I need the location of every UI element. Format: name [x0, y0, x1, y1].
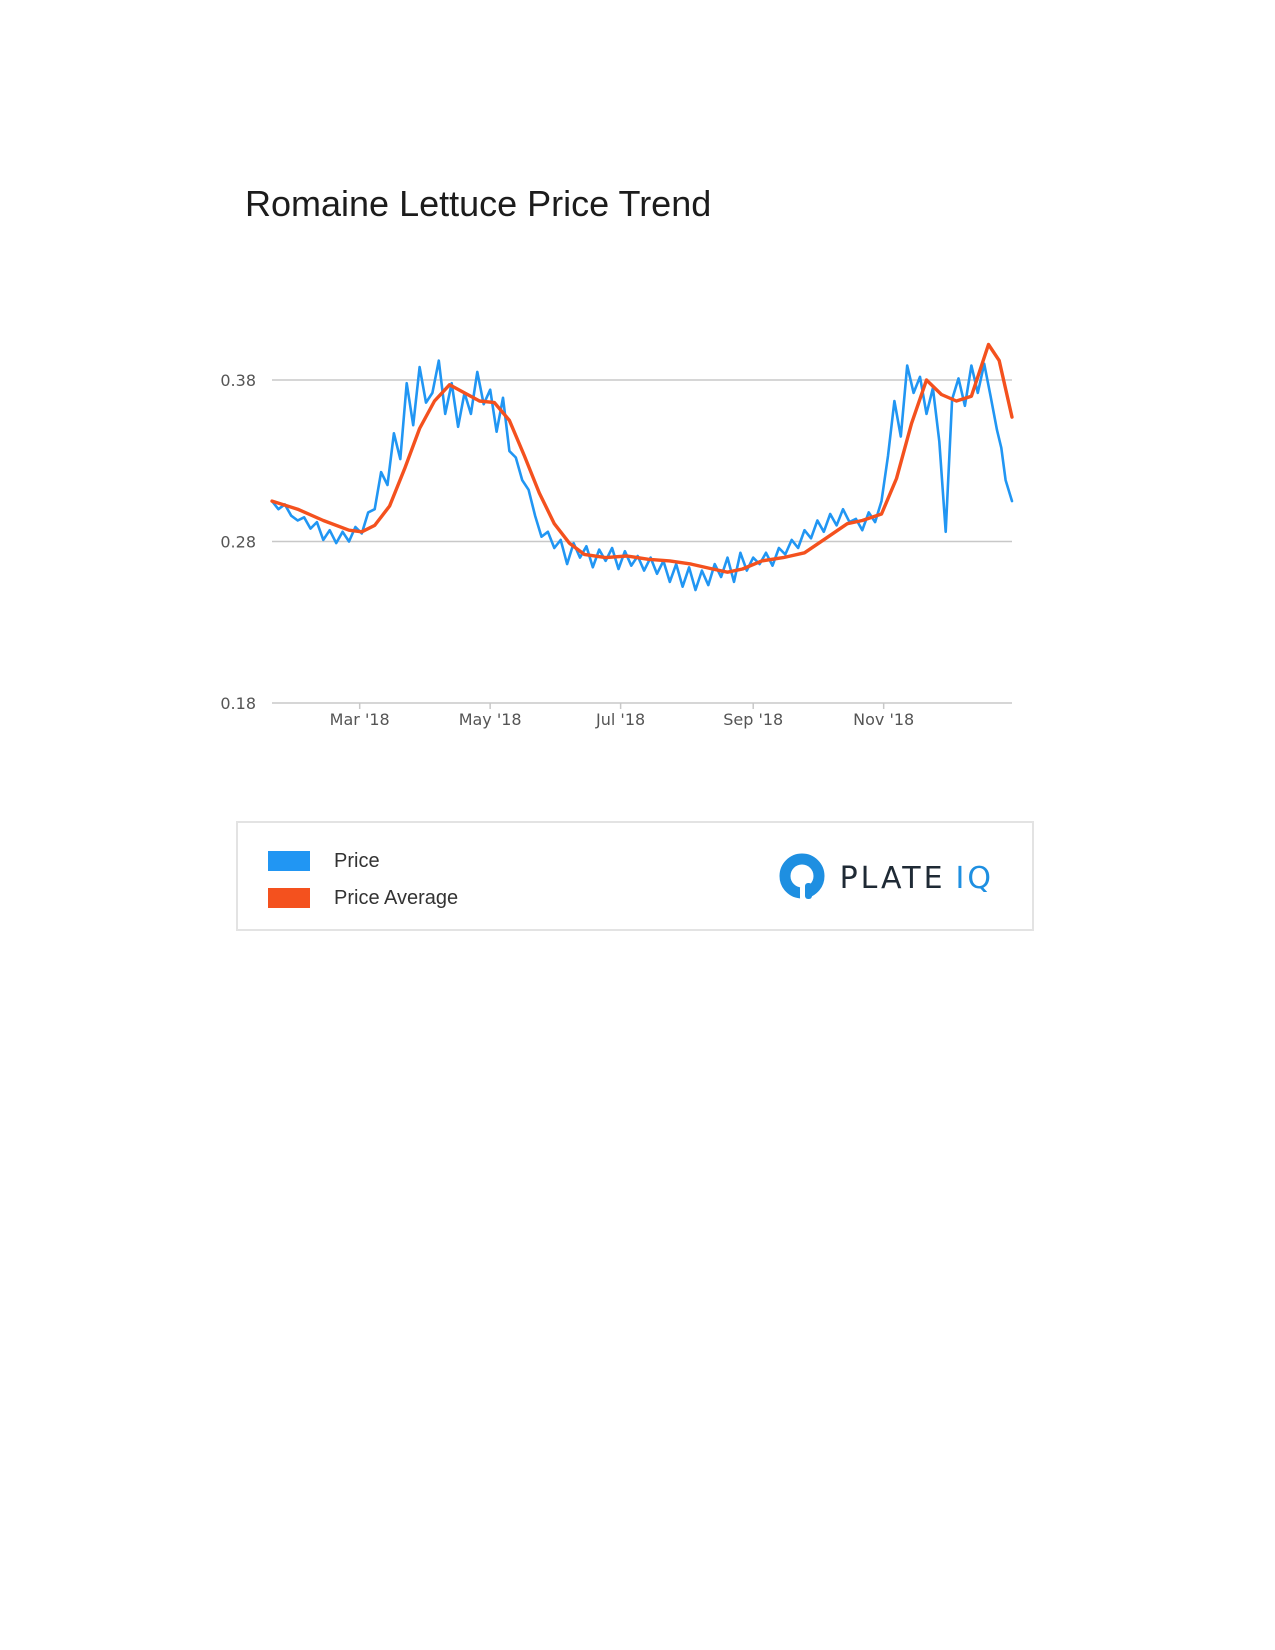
logo-text-plate: PLATE: [839, 860, 946, 896]
plate-iq-logo-icon: [779, 853, 825, 901]
gridlines: [272, 379, 1012, 704]
legend-swatch-price-average: [268, 888, 310, 908]
legend-label-price: Price: [334, 849, 380, 872]
series-line-price: [270, 359, 1014, 592]
x-tick-label: Jul '18: [595, 710, 645, 729]
x-tick-label: May '18: [459, 710, 522, 729]
legend-label-price-average: Price Average: [334, 886, 459, 909]
logo-text-iq: IQ: [955, 860, 994, 896]
y-tick-label: 0.18: [220, 694, 256, 713]
series-line-price-average: [270, 342, 1014, 574]
plate-iq-logo: PLATE IQ: [778, 853, 994, 903]
y-tick-label: 0.28: [220, 533, 256, 552]
x-tick-label: Sep '18: [723, 710, 783, 729]
y-tick-label: 0.38: [220, 371, 256, 390]
line-chart: 0.18 0.28 0.38 Mar '18 May '18 Jul '18 Sep '1…: [220, 342, 1014, 729]
logo-wordmark: PLATE IQ: [840, 861, 994, 896]
chart-title: Romaine Lettuce Price Trend: [245, 183, 712, 224]
series-lines: [270, 342, 1014, 592]
x-tick-label: Nov '18: [853, 710, 914, 729]
legend-item-price: Price: [268, 849, 380, 873]
y-axis: 0.18 0.28 0.38: [220, 371, 256, 713]
legend-swatch-price: [268, 851, 310, 871]
legend-item-price-average: Price Average: [268, 886, 458, 910]
x-tick-label: Mar '18: [330, 710, 390, 729]
legend-panel: Price Price Average PLATE IQ: [236, 821, 1034, 931]
x-axis: Mar '18 May '18 Jul '18 Sep '18 Nov '18: [330, 703, 914, 729]
